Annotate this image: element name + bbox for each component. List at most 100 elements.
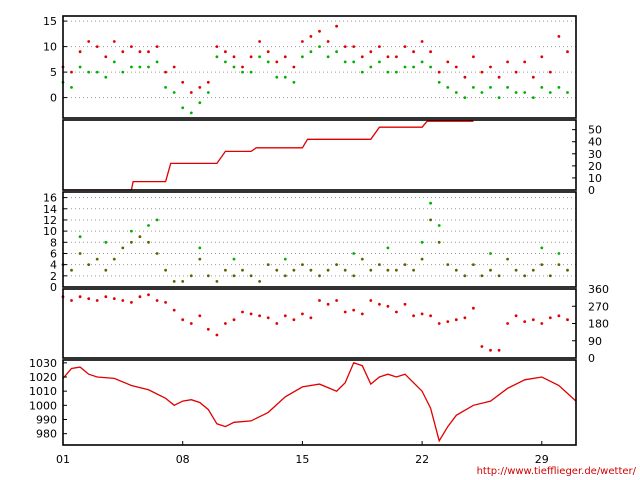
wind-speed-point xyxy=(326,268,330,272)
temperature-point xyxy=(548,70,552,74)
wind-direction-point xyxy=(95,299,99,302)
wind-speed-point xyxy=(275,268,279,272)
temperature-point xyxy=(335,50,338,54)
temperature-point xyxy=(454,65,458,69)
temperature-point xyxy=(531,75,535,79)
wind-speed-point xyxy=(472,263,475,266)
temperature-point xyxy=(437,70,441,74)
pressure-series-line xyxy=(62,361,577,443)
y-tick-label: 4 xyxy=(50,259,57,272)
wind-speed-point xyxy=(206,274,210,278)
temperature-point xyxy=(189,111,193,115)
temperature-point xyxy=(292,80,296,84)
wind-direction-point xyxy=(566,318,569,322)
wind-speed-point xyxy=(360,257,364,261)
temperature-point xyxy=(412,50,415,54)
wind-direction-point xyxy=(258,314,261,318)
temperature-point xyxy=(155,60,159,64)
wind-direction-point xyxy=(155,299,159,302)
wind-direction-point xyxy=(352,308,356,312)
temperature-point xyxy=(87,70,91,74)
wind-direction-point xyxy=(420,312,424,316)
wind-speed-point xyxy=(232,274,236,278)
pressure-frame xyxy=(62,359,577,446)
temperature-point xyxy=(548,91,552,94)
wind-direction-point xyxy=(386,304,390,308)
temperature-point xyxy=(215,45,219,48)
temperature-point xyxy=(138,65,142,69)
wind-direction-point xyxy=(343,310,347,314)
wind-speed-point xyxy=(403,263,407,266)
wind-speed-point xyxy=(540,263,544,266)
wind-speed-point xyxy=(446,263,450,266)
wind-speed-point xyxy=(78,252,82,255)
wind-speed-point xyxy=(566,268,569,272)
wind-direction-point xyxy=(215,333,219,337)
temperature-point xyxy=(112,60,116,64)
wind-direction-frame xyxy=(62,288,577,359)
temperature-point xyxy=(514,91,518,94)
wind-direction-point xyxy=(164,301,168,304)
wind-speed-point xyxy=(301,263,304,266)
wind-direction-point xyxy=(241,310,244,314)
wind-speed-point xyxy=(258,280,261,283)
temperature-point xyxy=(130,45,133,48)
wind-speed-point xyxy=(454,268,458,272)
wind-direction-point xyxy=(548,316,552,320)
wind-direction-point xyxy=(360,312,364,316)
temperature-point xyxy=(446,60,450,64)
wind-speed-point xyxy=(412,268,415,272)
wind-direction-point xyxy=(198,314,202,318)
temperature-point xyxy=(335,24,338,28)
temperature-point xyxy=(437,80,441,84)
temperature-point xyxy=(301,55,304,59)
temperature-point xyxy=(258,40,261,43)
temperature-point xyxy=(155,45,159,48)
wind-speed-point xyxy=(480,274,484,278)
temperature-point xyxy=(164,70,168,74)
wind-direction-point xyxy=(87,297,91,300)
wind-speed-point xyxy=(95,257,99,261)
wind-direction-point xyxy=(531,318,535,322)
wind-speed-point xyxy=(292,268,296,272)
temperature-point xyxy=(181,106,185,110)
wind-direction-point xyxy=(172,308,176,312)
temperature-point xyxy=(112,40,116,43)
wind-speed-point xyxy=(335,263,338,266)
wind-direction-point xyxy=(437,322,441,325)
temperature-point xyxy=(232,65,236,69)
wind-speed-point xyxy=(147,240,150,244)
temperature-point xyxy=(215,55,219,59)
temperature-point xyxy=(403,45,407,48)
wind-speed-point xyxy=(215,280,219,283)
wind-speed-point xyxy=(87,263,91,266)
temperature-point xyxy=(352,60,356,64)
temperature-point xyxy=(172,65,176,69)
wind-direction-point xyxy=(378,302,381,306)
wind-direction-point xyxy=(275,322,279,325)
wind-direction-point xyxy=(523,320,527,323)
temperature-point xyxy=(309,35,313,38)
wind-direction-point xyxy=(266,316,270,320)
temperature-point xyxy=(249,70,253,74)
y-tick-label: 1000 xyxy=(29,399,57,412)
wind-speed-point xyxy=(352,252,356,255)
wind-direction-point xyxy=(283,314,287,318)
wind-direction-point xyxy=(130,301,133,304)
credit-link[interactable]: http://www.tiefflieger.de/wetter/ xyxy=(477,466,637,477)
y-tick-label: 30 xyxy=(588,148,602,161)
temperature-point xyxy=(540,86,544,89)
wind-direction-point xyxy=(369,299,373,302)
temperature-point xyxy=(472,55,475,59)
temperature-point xyxy=(138,50,142,54)
temperature-point xyxy=(463,96,467,99)
wind-speed-point xyxy=(112,257,116,261)
wind-direction-point xyxy=(70,299,73,302)
x-tick-label: 15 xyxy=(295,453,309,466)
temperature-frame xyxy=(62,15,577,119)
temperature-point xyxy=(523,91,527,94)
temperature-point xyxy=(147,50,150,54)
wind-speed-point xyxy=(198,246,202,250)
temperature-point xyxy=(326,40,330,43)
